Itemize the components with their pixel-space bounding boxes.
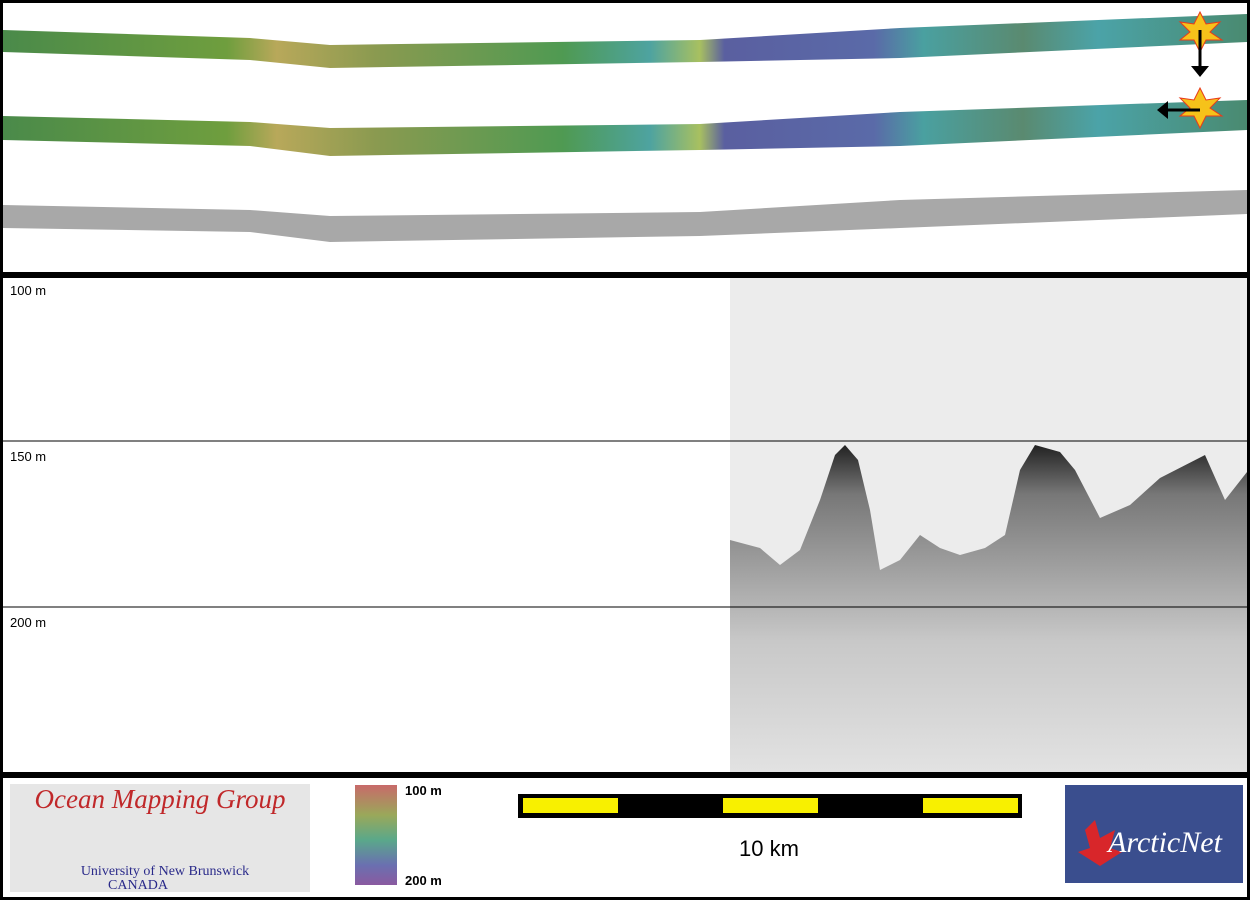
colorbar-label: 200 m — [405, 873, 442, 888]
logo-title: Ocean Mapping Group — [35, 784, 286, 814]
scale-label: 10 km — [739, 836, 799, 861]
depth-label: 100 m — [10, 283, 46, 298]
colorbar — [355, 785, 397, 885]
colorbar-label: 100 m — [405, 783, 442, 798]
maple-leaf — [1078, 820, 1122, 866]
depth-label: 150 m — [10, 449, 46, 464]
bathymetry-swath — [3, 100, 1247, 156]
depth-label: 200 m — [10, 615, 46, 630]
logo-line: CANADA — [108, 878, 169, 893]
logo-box — [10, 784, 310, 892]
backscatter-swath — [3, 190, 1247, 242]
bathymetry-swath — [3, 14, 1247, 68]
logo-line: University of New Brunswick — [81, 864, 249, 879]
seafloor-echo — [730, 445, 1247, 772]
position-marker — [1157, 10, 1224, 130]
partner-name: ArcticNet — [1106, 826, 1223, 859]
scale-bar — [518, 794, 1022, 818]
